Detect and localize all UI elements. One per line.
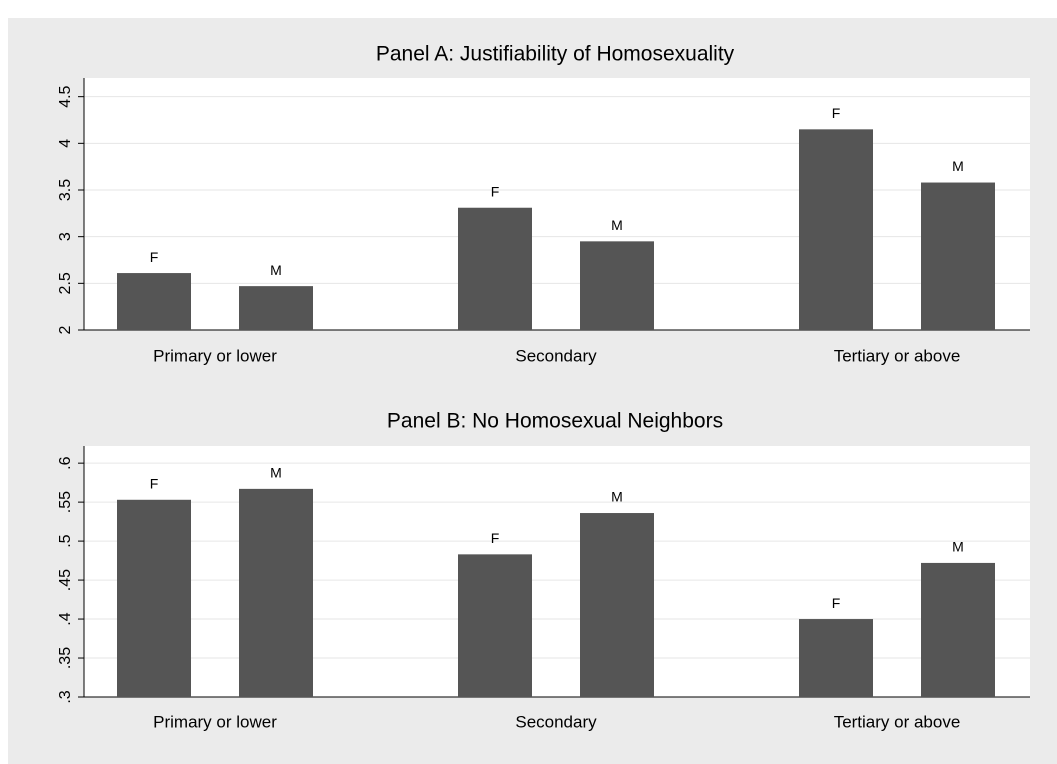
- y-tick-label: 4: [57, 139, 74, 148]
- bar-label: F: [150, 475, 159, 491]
- y-tick-label: 2.5: [57, 272, 74, 294]
- x-tick-label: Secondary: [515, 712, 597, 731]
- bar: [799, 619, 873, 697]
- bar-label: F: [491, 183, 500, 199]
- bar: [580, 241, 654, 330]
- bar-label: M: [270, 465, 282, 481]
- chart-title: Panel A: Justifiability of Homosexuality: [376, 43, 735, 66]
- y-tick-label: 3: [57, 232, 74, 241]
- bar: [458, 554, 532, 697]
- x-tick-label: Secondary: [515, 346, 597, 365]
- y-tick-label: .45: [57, 569, 74, 591]
- bar: [921, 562, 995, 697]
- y-tick-label: 2: [57, 325, 74, 334]
- bar-label: M: [270, 262, 282, 278]
- x-tick-label: Primary or lower: [153, 346, 277, 365]
- bar-label: F: [832, 595, 841, 611]
- bar: [799, 129, 873, 330]
- y-tick-label: .3: [57, 690, 74, 703]
- bar-label: F: [491, 530, 500, 546]
- bar-label: M: [952, 158, 964, 174]
- bar: [921, 182, 995, 330]
- chart-title: Panel B: No Homosexual Neighbors: [387, 410, 723, 433]
- y-tick-label: .5: [57, 534, 74, 547]
- x-tick-label: Primary or lower: [153, 712, 277, 731]
- x-tick-label: Tertiary or above: [834, 712, 961, 731]
- plot-area: [84, 446, 1030, 697]
- bar: [458, 207, 532, 330]
- y-tick-label: .6: [57, 456, 74, 469]
- y-tick-label: .4: [57, 612, 74, 625]
- bar-label: F: [832, 105, 841, 121]
- bar-label: M: [611, 217, 623, 233]
- y-tick-label: .55: [57, 491, 74, 513]
- bar: [580, 513, 654, 697]
- y-tick-label: 4.5: [57, 85, 74, 107]
- y-tick-label: .35: [57, 647, 74, 669]
- bar-label: M: [952, 539, 964, 555]
- bar: [239, 286, 313, 330]
- y-tick-label: 3.5: [57, 179, 74, 201]
- bar-label: F: [150, 249, 159, 265]
- plot-area: [84, 78, 1030, 330]
- bar: [117, 499, 191, 697]
- bar: [117, 273, 191, 330]
- bar: [239, 488, 313, 697]
- x-tick-label: Tertiary or above: [834, 346, 961, 365]
- bar-label: M: [611, 489, 623, 505]
